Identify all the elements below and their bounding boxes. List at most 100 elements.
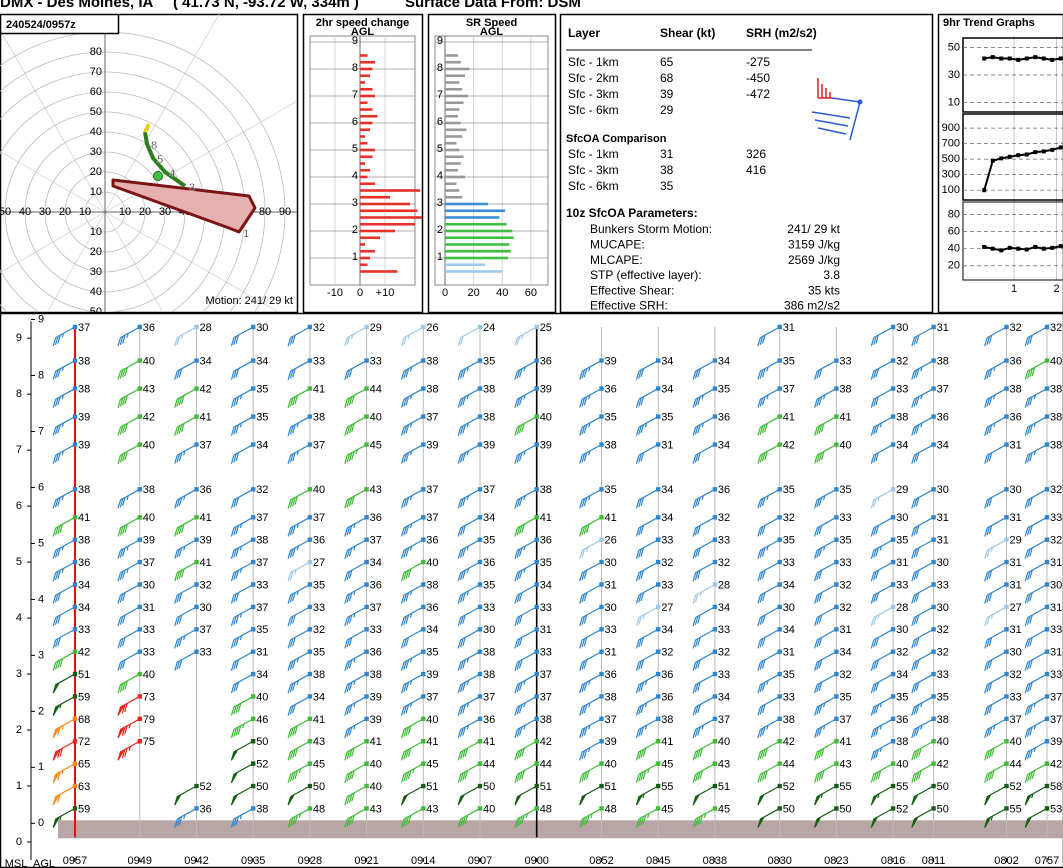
speed-label: 31 bbox=[1010, 512, 1022, 524]
wind-barb bbox=[814, 761, 839, 783]
bar bbox=[445, 189, 460, 192]
wind-barb bbox=[692, 694, 718, 716]
wind-barb bbox=[52, 739, 78, 761]
speed-label: 58 bbox=[1050, 781, 1062, 793]
speed-label: 32 bbox=[937, 647, 949, 659]
wind-barb bbox=[514, 582, 539, 604]
wind-barb bbox=[52, 649, 78, 671]
speed-label: 40 bbox=[937, 736, 949, 748]
speed-label: 41 bbox=[313, 714, 325, 726]
y-tick-label: 7 bbox=[352, 89, 358, 101]
speed-label: 50 bbox=[783, 803, 795, 815]
speed-label: 35 bbox=[483, 579, 495, 591]
x-tick-label: 40 bbox=[19, 206, 31, 218]
wind-barb bbox=[984, 694, 1009, 716]
speed-label: 27 bbox=[1010, 602, 1022, 614]
parameter-value: 3159 J/kg bbox=[788, 237, 840, 251]
wind-barb bbox=[1024, 515, 1050, 537]
wind-barb bbox=[635, 487, 661, 509]
wind-barb bbox=[814, 806, 839, 828]
speed-label: 41 bbox=[200, 411, 212, 423]
wind-barb bbox=[1024, 414, 1050, 436]
subplot-frame bbox=[962, 113, 1063, 201]
speed-label: 34 bbox=[256, 669, 268, 681]
speed-label: 34 bbox=[661, 355, 673, 367]
bar bbox=[360, 182, 375, 186]
trend-point bbox=[1058, 56, 1063, 61]
y-tick-label: 30 bbox=[948, 69, 960, 81]
wind-barb bbox=[230, 649, 256, 671]
speed-label: 33 bbox=[1010, 691, 1022, 703]
wind-barb bbox=[870, 604, 896, 627]
bar bbox=[360, 216, 422, 219]
wind-barb bbox=[635, 386, 661, 408]
wind-barb bbox=[174, 414, 199, 436]
wind-barb bbox=[52, 627, 78, 649]
speed-label: 29 bbox=[370, 322, 382, 334]
speed-label: 41 bbox=[200, 557, 212, 569]
wind-barb bbox=[911, 649, 936, 671]
wind-barb bbox=[635, 537, 661, 559]
trend-point bbox=[1024, 56, 1029, 61]
wind-barb bbox=[457, 604, 483, 627]
speed-label: 36 bbox=[896, 714, 908, 726]
speed-label: 32 bbox=[1050, 484, 1062, 496]
wind-barb bbox=[911, 358, 936, 380]
speed-label: 50 bbox=[483, 781, 495, 793]
wind-barb bbox=[984, 806, 1009, 828]
bar bbox=[445, 114, 458, 118]
y-tick-label: 9 bbox=[38, 313, 44, 325]
wind-barb bbox=[814, 694, 839, 716]
wind-barb bbox=[287, 559, 313, 582]
speed-label: 40 bbox=[143, 355, 155, 367]
location: ( 41.73 N, -93.72 W, 334m ) bbox=[173, 0, 359, 11]
speed-label: 29 bbox=[896, 484, 908, 496]
wind-barb bbox=[287, 604, 313, 627]
speed-label: 45 bbox=[661, 759, 673, 771]
speed-label: 24 bbox=[483, 322, 495, 334]
y-tick-label: 50 bbox=[948, 41, 960, 53]
speed-label: 32 bbox=[718, 647, 730, 659]
speed-label: 38 bbox=[1050, 411, 1062, 423]
speed-label: 34 bbox=[78, 602, 90, 614]
speed-label: 50 bbox=[937, 803, 949, 815]
speed-label: 30 bbox=[605, 557, 617, 569]
wind-barb bbox=[870, 716, 896, 739]
wind-barb bbox=[400, 694, 426, 716]
speed-label: 38 bbox=[256, 535, 268, 547]
bar bbox=[445, 243, 510, 246]
speed-label: 50 bbox=[839, 803, 851, 815]
trend-point bbox=[990, 158, 995, 163]
table-cell: 416 bbox=[746, 163, 766, 177]
y-tick-label: 100 bbox=[942, 184, 960, 196]
speed-label: 33 bbox=[605, 624, 617, 636]
wind-barb bbox=[287, 386, 313, 408]
parameter-label: STP (effective layer): bbox=[590, 268, 702, 282]
bar bbox=[445, 256, 508, 260]
speed-label: 51 bbox=[540, 781, 552, 793]
wind-barb bbox=[52, 604, 78, 627]
wind-barb bbox=[579, 716, 604, 739]
wind-barb bbox=[174, 442, 199, 464]
wind-barb bbox=[344, 671, 369, 694]
x-tick-label: 2 bbox=[1053, 283, 1059, 295]
parameter-value: 386 m2/s2 bbox=[784, 299, 840, 313]
bar bbox=[360, 121, 373, 125]
wind-barb bbox=[1024, 761, 1050, 783]
wind-barb bbox=[174, 806, 199, 828]
wind-barb bbox=[911, 537, 936, 559]
speed-label: 31 bbox=[1010, 557, 1022, 569]
speed-label: 35 bbox=[483, 535, 495, 547]
speed-label: 37 bbox=[540, 669, 552, 681]
wind-barb bbox=[230, 694, 256, 716]
speed-label: 38 bbox=[313, 669, 325, 681]
y-tick-label: 2 bbox=[38, 705, 44, 717]
wind-barb bbox=[1024, 806, 1050, 828]
wind-barb bbox=[814, 414, 839, 436]
wind-barb bbox=[117, 649, 142, 671]
speed-label: 36 bbox=[1010, 355, 1022, 367]
speed-label: 34 bbox=[313, 691, 325, 703]
wind-barb bbox=[1024, 716, 1050, 739]
speed-label: 36 bbox=[143, 322, 155, 334]
